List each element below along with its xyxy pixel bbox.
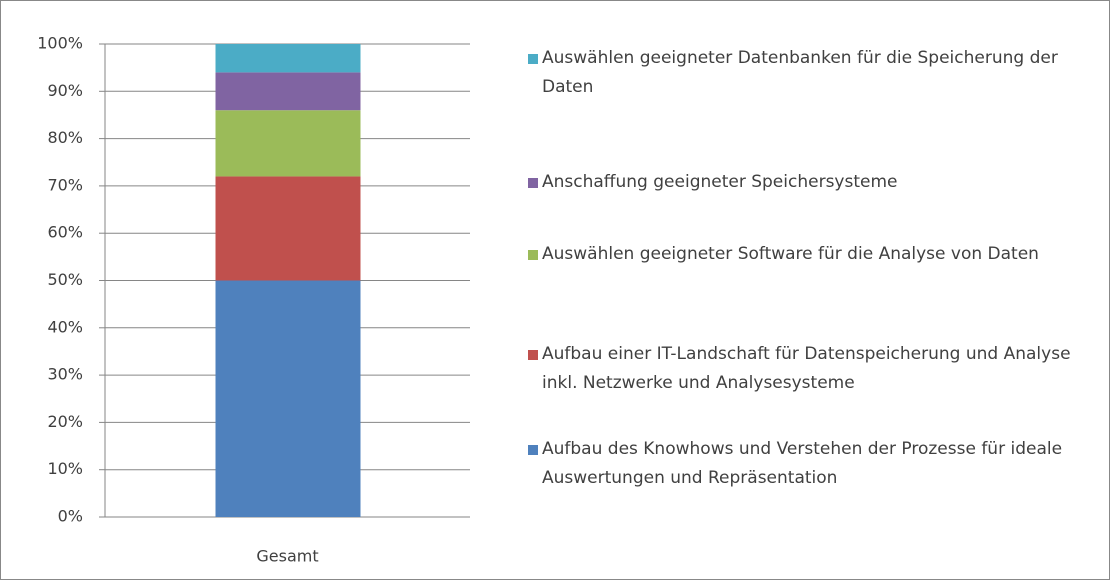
y-tick-label: 90%	[47, 81, 83, 100]
bar-segment	[215, 44, 361, 73]
y-tick-label: 100%	[37, 34, 83, 53]
legend-label: Auswählen geeigneter Software für die An…	[542, 244, 1039, 264]
legend-entry: Auswählen geeigneter Datenbanken für die…	[528, 44, 1082, 102]
y-tick-label: 60%	[47, 223, 83, 242]
x-tick-label: Gesamt	[256, 547, 318, 566]
y-tick-label: 50%	[47, 270, 83, 289]
y-tick-label: 0%	[58, 507, 83, 526]
legend-swatch	[528, 250, 538, 260]
legend-label: Aufbau einer IT-Landschaft für Datenspei…	[542, 344, 1071, 393]
y-tick-label: 20%	[47, 412, 83, 431]
legend-swatch	[528, 54, 538, 64]
legend-entry: Anschaffung geeigneter Speichersysteme	[528, 168, 1082, 197]
bar-segment	[215, 176, 361, 281]
y-tick-label: 70%	[47, 175, 83, 194]
legend-entry: Aufbau des Knowhows und Verstehen der Pr…	[528, 435, 1082, 493]
y-tick-label: 80%	[47, 128, 83, 147]
legend-swatch	[528, 445, 538, 455]
bar-segment	[215, 280, 361, 517]
legend-swatch	[528, 178, 538, 188]
bar-segment	[215, 110, 361, 177]
legend-label: Aufbau des Knowhows und Verstehen der Pr…	[542, 439, 1063, 488]
legend-label: Anschaffung geeigneter Speichersysteme	[542, 172, 898, 192]
legend-entry: Aufbau einer IT-Landschaft für Datenspei…	[528, 340, 1082, 398]
y-tick-label: 40%	[47, 317, 83, 336]
legend-swatch	[528, 350, 538, 360]
y-tick-label: 10%	[47, 459, 83, 478]
legend-label: Auswählen geeigneter Datenbanken für die…	[542, 48, 1058, 97]
legend-entry: Auswählen geeigneter Software für die An…	[528, 240, 1082, 269]
bar-segment	[215, 72, 361, 111]
y-tick-label: 30%	[47, 365, 83, 384]
